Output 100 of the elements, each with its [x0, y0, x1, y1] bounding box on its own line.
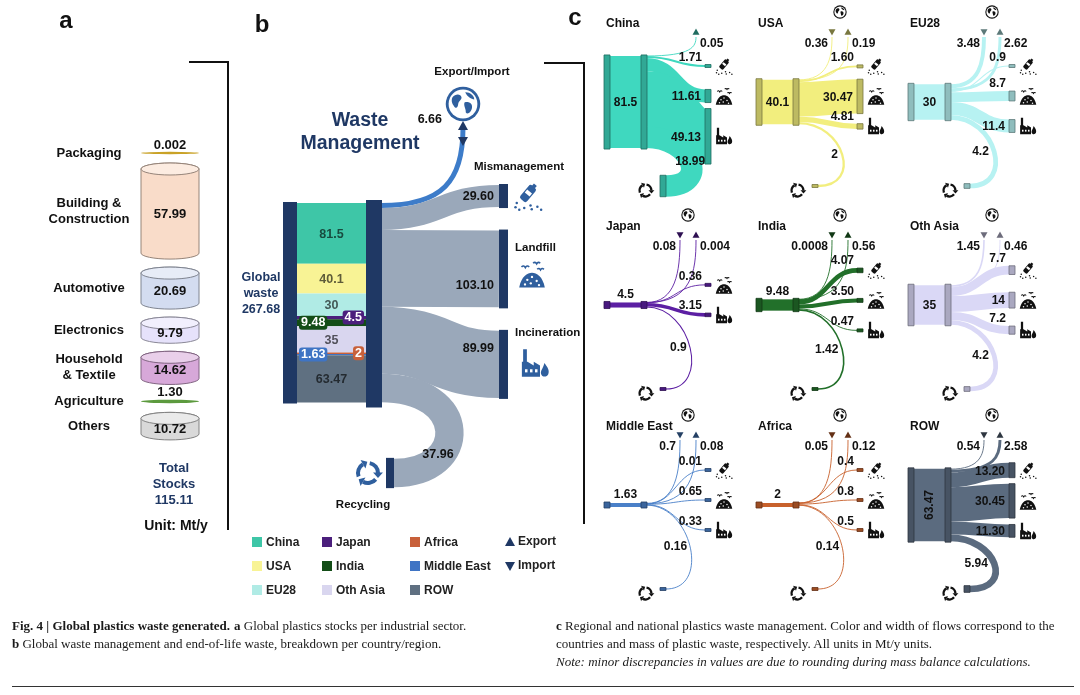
data-label: 0.36 [804, 36, 829, 51]
text: c Regional and national plastics waste management. Color and width of flows correspond to the countries and mass of plastic waste, respectively. All units in Mt/y units. [556, 617, 1056, 653]
category-label: Middle East [606, 419, 673, 434]
data-label: 2 [355, 345, 363, 360]
data-label: 49.13 [670, 129, 702, 144]
data-label: 0.5 [837, 513, 855, 528]
legend-label: Middle East [424, 559, 491, 574]
data-label: 11.61 [671, 89, 702, 104]
data-label: 63.47 [315, 372, 348, 387]
data-label: 3.48 [956, 36, 981, 51]
data-label: 1.63 [301, 346, 326, 361]
text: a Global plastics stocks per industrial sector. [234, 617, 467, 635]
category-label: Recycling [335, 498, 391, 511]
data-label: 5.94 [964, 555, 989, 570]
legend-label: Japan [336, 535, 371, 550]
text: 35 [922, 298, 937, 313]
category-label: Japan [606, 219, 641, 234]
data-label: 4.2 [972, 143, 990, 158]
data-label: 3.50 [830, 283, 855, 298]
data-label: 11.30 [975, 524, 1006, 539]
data-label: 0.46 [1004, 239, 1028, 254]
category-label: Agriculture [54, 393, 124, 408]
data-label: 1.42 [815, 341, 839, 356]
legend-label: USA [266, 559, 292, 574]
text: 30 [922, 95, 937, 110]
data-label: 20.69 [153, 282, 187, 298]
data-label: 0.01 [678, 453, 703, 468]
text: Import [518, 558, 556, 573]
category-label: Export/Import [434, 65, 510, 78]
data-label: 14.62 [153, 362, 187, 378]
category-label: Automotive [53, 279, 125, 295]
data-label: 7.7 [989, 251, 1007, 266]
data-label: 57.99 [153, 205, 187, 221]
data-label: 0.14 [815, 539, 840, 554]
category-label: Mismanagement [473, 160, 565, 173]
data-label: 37.96 [422, 447, 454, 462]
data-label: 18.99 [675, 153, 706, 168]
data-label: 0.9 [669, 340, 687, 355]
data-label: 14 [991, 293, 1006, 308]
data-label: 103.10 [455, 277, 495, 292]
text: 81.5 [613, 95, 638, 110]
data-label: 1.45 [956, 239, 981, 254]
data-label: 4.81 [830, 108, 855, 123]
category-label: Electronics [53, 321, 125, 337]
category-label: Others [68, 417, 110, 433]
data-label: 0.8 [837, 483, 855, 498]
category-label: EU28 [910, 16, 941, 31]
data-label: 30.45 [974, 494, 1006, 509]
data-label: 2.62 [1004, 36, 1028, 51]
category-label: Household & Textile [55, 351, 123, 383]
text: Total Stocks 115.11 [152, 460, 196, 508]
text: 267.68 [241, 302, 281, 317]
text: 40.1 [765, 95, 790, 110]
text: Unit: Mt/y [144, 516, 209, 533]
data-label: 0.4 [837, 453, 855, 468]
category-label: Landfill [515, 240, 556, 253]
data-label: 0.47 [830, 314, 855, 329]
text: c [568, 2, 582, 30]
category-label: Incineration [515, 326, 581, 339]
data-label: 0.08 [652, 239, 677, 254]
data-label: 0.16 [663, 539, 688, 554]
text: 2 [774, 487, 781, 502]
category-label: Building & Construction [48, 194, 130, 226]
data-label: 6.66 [417, 112, 443, 127]
category-label: China [606, 16, 640, 31]
data-label: 0.56 [852, 239, 876, 254]
data-label: 0.65 [678, 483, 703, 498]
data-label: 0.002 [153, 136, 187, 152]
category-label: Oth Asia [910, 219, 960, 234]
text: 4.5 [617, 286, 634, 301]
legend-label: EU28 [266, 583, 297, 598]
text: a [59, 5, 74, 33]
text: Export [518, 534, 557, 549]
category-label: USA [758, 16, 784, 31]
data-label: 81.5 [319, 226, 344, 241]
data-label: 2.58 [1004, 439, 1028, 454]
data-label: 0.05 [700, 36, 724, 51]
data-label: 0.19 [852, 36, 876, 51]
category-label: Global waste [241, 270, 281, 301]
data-label: 29.60 [462, 189, 495, 204]
data-label: 9.79 [157, 324, 183, 340]
data-label: 30 [324, 298, 339, 313]
legend-label: Africa [424, 535, 459, 550]
text: 9.48 [765, 283, 790, 298]
data-label: 8.7 [989, 76, 1007, 91]
data-label: 2 [831, 146, 839, 161]
category-label: India [758, 219, 787, 234]
data-label: 0.08 [700, 439, 724, 454]
text: 1.63 [613, 487, 638, 502]
data-label: 40.1 [319, 272, 344, 287]
data-label: 13.20 [974, 463, 1006, 478]
text: b Global waste management and end-of-life waste, breakdown per country/region. [12, 635, 442, 653]
category-label: Africa [758, 419, 793, 434]
data-label: 4.2 [972, 348, 990, 363]
text: Fig. 4 | Global plastics waste generated. [12, 618, 231, 633]
data-label: 0.004 [700, 239, 731, 254]
text: Note: minor discrepancies in values are due to rounding during mass balance calculations. [556, 653, 1031, 671]
legend-label: ROW [424, 583, 454, 598]
text: b [254, 9, 270, 37]
data-label: 0.54 [956, 439, 981, 454]
